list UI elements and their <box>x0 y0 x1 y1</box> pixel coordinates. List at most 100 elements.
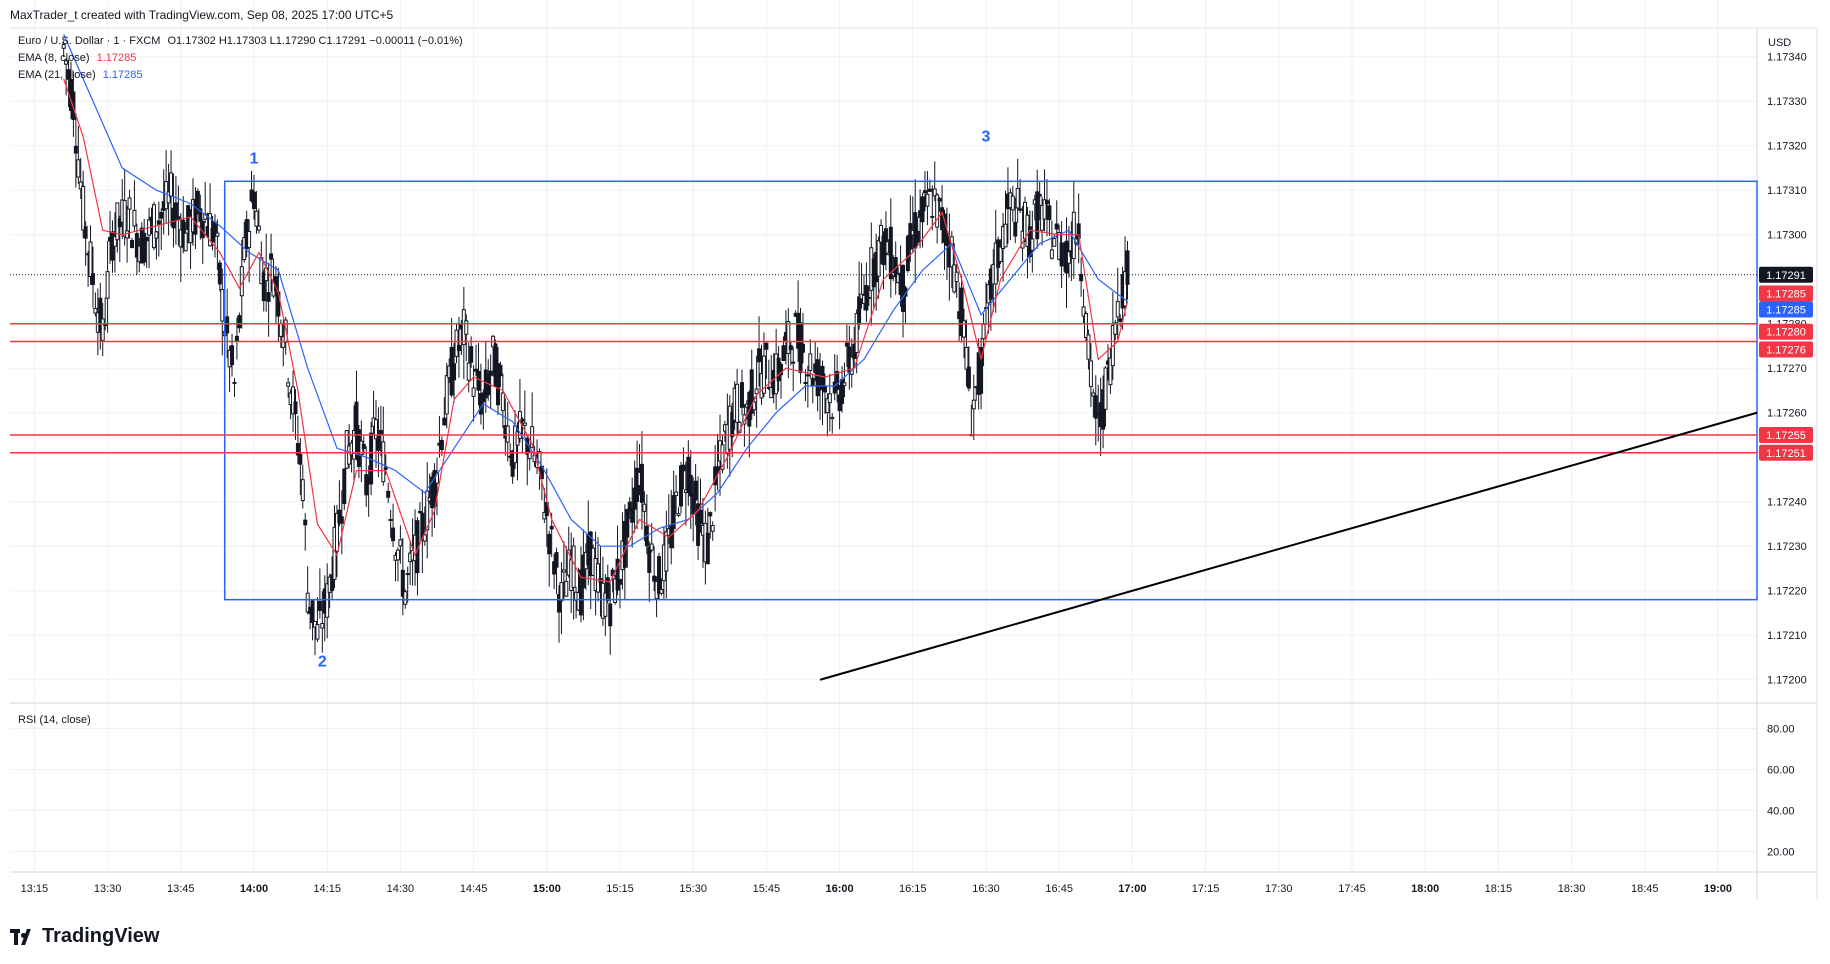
candle-body <box>854 313 859 353</box>
ema-slow-legend[interactable]: EMA (21, close) 1.17285 <box>18 69 142 81</box>
wave-label-3: 3 <box>982 128 991 145</box>
candle-body <box>317 600 322 611</box>
candle <box>215 219 220 270</box>
candle <box>452 343 457 403</box>
candle <box>339 490 344 555</box>
range-box <box>223 180 1758 601</box>
level-badge-3-text: 1.17255 <box>1766 430 1806 442</box>
candle-body <box>649 543 654 551</box>
candle <box>320 591 325 653</box>
symbol-legend[interactable]: Euro / U.S. Dollar · 1 · FXCM O1.17302 H… <box>18 35 463 47</box>
logo-text: TradingView <box>42 925 160 947</box>
candle-body <box>1079 273 1084 282</box>
candle <box>681 447 686 490</box>
candle <box>671 470 676 549</box>
time-tick-label: 18:30 <box>1558 883 1586 895</box>
candle-body <box>981 323 986 340</box>
candle <box>200 219 205 265</box>
candle <box>352 405 357 484</box>
candle-body <box>883 228 888 243</box>
candle-body <box>615 558 620 591</box>
candle <box>830 413 835 434</box>
candle <box>261 269 266 312</box>
candle-body <box>822 386 827 393</box>
candle-body <box>844 342 849 347</box>
candle <box>913 179 918 283</box>
candle <box>66 59 71 108</box>
candle <box>647 541 652 602</box>
candle <box>1118 314 1123 327</box>
candle <box>454 324 459 364</box>
candle <box>552 553 557 590</box>
candle-body <box>1047 205 1052 221</box>
candle-body <box>88 241 93 277</box>
candle-body <box>830 416 835 420</box>
level-badge-4-bg <box>1759 444 1813 461</box>
candle-body <box>715 466 720 472</box>
candle-body <box>434 472 439 484</box>
candle <box>164 150 169 224</box>
ema-fast-legend[interactable]: EMA (8, close) 1.17285 <box>18 52 136 64</box>
candle <box>1037 180 1042 221</box>
candle-body <box>559 582 564 602</box>
time-tick-label: 14:45 <box>460 883 488 895</box>
candle-body <box>303 519 308 526</box>
candle <box>315 597 320 643</box>
candle-body <box>261 272 266 302</box>
candle-body <box>122 200 127 237</box>
candle-body <box>925 193 930 207</box>
candle <box>1076 193 1081 264</box>
candle <box>944 207 949 280</box>
candle <box>103 297 108 331</box>
candle-body <box>881 235 886 266</box>
candle-body <box>237 315 242 329</box>
candle <box>342 468 347 511</box>
candle-body <box>698 509 703 525</box>
candle <box>129 237 134 249</box>
candle-body <box>705 532 710 565</box>
candle <box>1015 158 1020 223</box>
candle-body <box>754 388 759 395</box>
candle-body <box>647 546 652 573</box>
candle-body <box>469 346 474 363</box>
current-price-badge-bg <box>1759 266 1813 283</box>
candle-body <box>169 172 174 198</box>
candle-body <box>571 545 576 588</box>
candle-body <box>125 230 130 239</box>
candle-body <box>905 235 910 272</box>
candle-body <box>315 624 320 640</box>
candle-body <box>674 491 679 497</box>
candle <box>561 541 566 600</box>
candle-body <box>83 226 88 239</box>
candle-body <box>474 368 479 372</box>
symbol-name: Euro / U.S. Dollar · 1 · FXCM <box>18 35 161 47</box>
candle-body <box>815 359 820 397</box>
tradingview-logo[interactable]: TradingView <box>10 925 159 948</box>
candle <box>478 363 483 425</box>
currency-label[interactable]: USD <box>1768 37 1792 49</box>
candle <box>269 233 274 292</box>
candle <box>305 566 310 615</box>
candle <box>1052 233 1057 247</box>
candle-body <box>1042 199 1047 220</box>
candle-body <box>693 480 698 501</box>
candle-body <box>849 356 854 375</box>
candle-body <box>466 362 471 381</box>
candle <box>559 562 564 635</box>
time-tick-label: 13:30 <box>94 883 122 895</box>
candle <box>866 285 871 307</box>
candle-body <box>71 91 76 120</box>
candle <box>705 507 710 565</box>
candle-body <box>464 320 469 335</box>
grid-lines <box>10 0 1757 872</box>
candle <box>815 347 820 412</box>
candle <box>93 292 98 317</box>
candle-body <box>432 469 437 507</box>
candle-body <box>639 463 644 503</box>
candle-body <box>739 382 744 408</box>
rsi-legend[interactable]: RSI (14, close) <box>18 714 91 726</box>
candle <box>876 236 881 299</box>
candle-body <box>520 418 525 422</box>
candle-body <box>78 181 83 190</box>
